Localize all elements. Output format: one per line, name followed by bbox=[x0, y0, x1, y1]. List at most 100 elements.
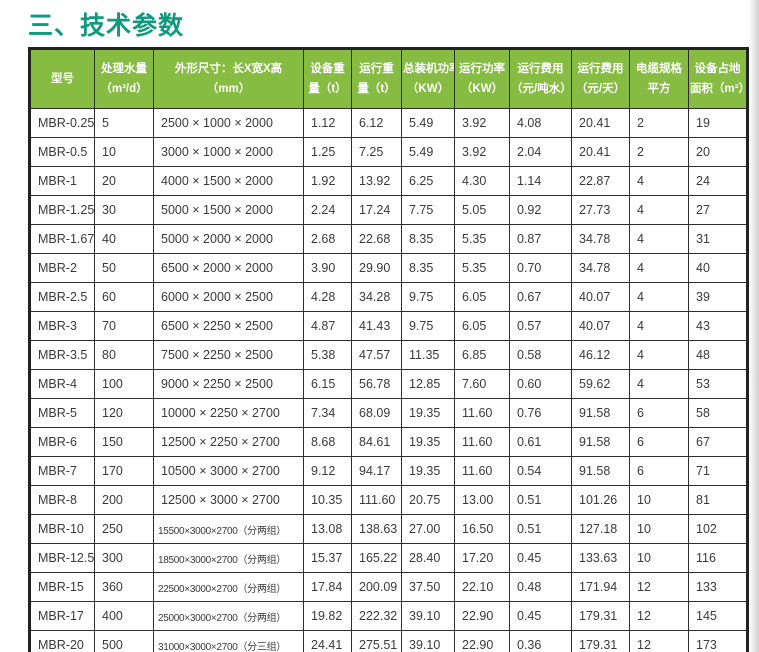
table-row: MBR-10 250 15500×3000×2700（分两组） 13.08 138.63… bbox=[29, 514, 748, 544]
cell-cost-per-ton: 0.70 bbox=[509, 253, 572, 283]
cell-operating-weight: 165.22 bbox=[351, 543, 402, 573]
cell-equipment-weight: 10.35 bbox=[303, 485, 352, 515]
column-header-operating-weight: 运行重 量（t） bbox=[351, 48, 402, 109]
cell-equipment-weight: 3.90 bbox=[303, 253, 352, 283]
cell-cable-spec: 4 bbox=[629, 311, 689, 341]
cell-cost-per-day: 179.31 bbox=[571, 630, 630, 652]
cell-cost-per-day: 101.26 bbox=[571, 485, 630, 515]
cell-cable-spec: 4 bbox=[629, 195, 689, 225]
cell-operating-power: 7.60 bbox=[454, 369, 510, 399]
cell-cable-spec: 6 bbox=[629, 427, 689, 457]
cell-model: MBR-1.25 bbox=[29, 195, 95, 225]
cell-cost-per-ton: 0.51 bbox=[509, 514, 572, 544]
table-header: 型号 处理水量 （m³/d） 外形尺寸：长X宽X高 （mm） 设备重 量（t） 运行重 量（t）… bbox=[29, 48, 748, 109]
cell-operating-power: 11.60 bbox=[454, 456, 510, 486]
cell-operating-weight: 84.61 bbox=[351, 427, 402, 457]
cell-cable-spec: 4 bbox=[629, 253, 689, 283]
cell-model: MBR-2.5 bbox=[29, 282, 95, 312]
cell-installed-power: 9.75 bbox=[401, 282, 455, 312]
cell-model: MBR-6 bbox=[29, 427, 95, 457]
cell-footprint: 53 bbox=[688, 369, 748, 399]
cell-cost-per-ton: 0.54 bbox=[509, 456, 572, 486]
cell-footprint: 133 bbox=[688, 572, 748, 602]
cell-cable-spec: 10 bbox=[629, 543, 689, 573]
cell-installed-power: 37.50 bbox=[401, 572, 455, 602]
cell-equipment-weight: 1.12 bbox=[303, 108, 352, 138]
cell-cable-spec: 12 bbox=[629, 601, 689, 631]
cell-model: MBR-20 bbox=[29, 630, 95, 652]
cell-model: MBR-8 bbox=[29, 485, 95, 515]
cell-installed-power: 5.49 bbox=[401, 108, 455, 138]
cell-operating-power: 6.05 bbox=[454, 311, 510, 341]
cell-cost-per-ton: 0.61 bbox=[509, 427, 572, 457]
cell-equipment-weight: 2.24 bbox=[303, 195, 352, 225]
cell-operating-weight: 34.28 bbox=[351, 282, 402, 312]
cell-operating-power: 11.60 bbox=[454, 427, 510, 457]
cell-installed-power: 11.35 bbox=[401, 340, 455, 370]
table-row: MBR-20 500 31000×3000×2700（分三组） 24.41 275.51… bbox=[29, 630, 748, 652]
cell-model: MBR-1 bbox=[29, 166, 95, 196]
table-row: MBR-4 100 9000 × 2250 × 2500 6.15 56.78 12.85… bbox=[29, 369, 748, 399]
cell-capacity: 5 bbox=[94, 108, 154, 138]
cell-operating-power: 6.05 bbox=[454, 282, 510, 312]
cell-operating-weight: 6.12 bbox=[351, 108, 402, 138]
cell-footprint: 81 bbox=[688, 485, 748, 515]
cell-installed-power: 39.10 bbox=[401, 601, 455, 631]
cell-cable-spec: 12 bbox=[629, 572, 689, 602]
cell-cost-per-ton: 0.48 bbox=[509, 572, 572, 602]
cell-operating-power: 13.00 bbox=[454, 485, 510, 515]
cell-capacity: 80 bbox=[94, 340, 154, 370]
cell-cost-per-day: 40.07 bbox=[571, 311, 630, 341]
cell-cost-per-day: 59.62 bbox=[571, 369, 630, 399]
cell-model: MBR-15 bbox=[29, 572, 95, 602]
column-header-capacity: 处理水量 （m³/d） bbox=[94, 48, 154, 109]
cell-operating-weight: 275.51 bbox=[351, 630, 402, 652]
cell-cost-per-day: 40.07 bbox=[571, 282, 630, 312]
cell-cable-spec: 4 bbox=[629, 224, 689, 254]
column-header-cable-spec: 电缆规格 平方 bbox=[629, 48, 689, 109]
cell-operating-weight: 22.68 bbox=[351, 224, 402, 254]
cell-installed-power: 19.35 bbox=[401, 456, 455, 486]
cell-operating-power: 3.92 bbox=[454, 108, 510, 138]
cell-footprint: 48 bbox=[688, 340, 748, 370]
cell-dimensions: 10000 × 2250 × 2700 bbox=[153, 398, 304, 428]
table-row: MBR-1 20 4000 × 1500 × 2000 1.92 13.92 6.25 4.… bbox=[29, 166, 748, 196]
cell-operating-weight: 200.09 bbox=[351, 572, 402, 602]
cell-equipment-weight: 19.82 bbox=[303, 601, 352, 631]
cell-operating-weight: 56.78 bbox=[351, 369, 402, 399]
cell-operating-power: 6.85 bbox=[454, 340, 510, 370]
cell-capacity: 40 bbox=[94, 224, 154, 254]
cell-footprint: 19 bbox=[688, 108, 748, 138]
cell-footprint: 173 bbox=[688, 630, 748, 652]
cell-cable-spec: 6 bbox=[629, 456, 689, 486]
cell-cost-per-ton: 0.58 bbox=[509, 340, 572, 370]
table-row: MBR-2 50 6500 × 2000 × 2000 3.90 29.90 8.35 5.… bbox=[29, 253, 748, 283]
cell-dimensions: 4000 × 1500 × 2000 bbox=[153, 166, 304, 196]
cell-footprint: 102 bbox=[688, 514, 748, 544]
cell-operating-weight: 138.63 bbox=[351, 514, 402, 544]
cell-model: MBR-3 bbox=[29, 311, 95, 341]
cell-cost-per-ton: 0.76 bbox=[509, 398, 572, 428]
cell-installed-power: 27.00 bbox=[401, 514, 455, 544]
cell-equipment-weight: 5.38 bbox=[303, 340, 352, 370]
cell-dimensions: 31000×3000×2700（分三组） bbox=[153, 630, 304, 652]
cell-dimensions: 5000 × 1500 × 2000 bbox=[153, 195, 304, 225]
cell-operating-power: 16.50 bbox=[454, 514, 510, 544]
cell-cable-spec: 4 bbox=[629, 369, 689, 399]
cell-operating-power: 17.20 bbox=[454, 543, 510, 573]
cell-cable-spec: 2 bbox=[629, 108, 689, 138]
table-row: MBR-15 360 22500×3000×2700（分两组） 17.84 200.09… bbox=[29, 572, 748, 602]
cell-equipment-weight: 2.68 bbox=[303, 224, 352, 254]
cell-cost-per-ton: 2.04 bbox=[509, 137, 572, 167]
cell-model: MBR-12.5 bbox=[29, 543, 95, 573]
cell-equipment-weight: 1.25 bbox=[303, 137, 352, 167]
cell-model: MBR-10 bbox=[29, 514, 95, 544]
cell-cable-spec: 12 bbox=[629, 630, 689, 652]
cell-cost-per-ton: 0.51 bbox=[509, 485, 572, 515]
cell-capacity: 70 bbox=[94, 311, 154, 341]
cell-cost-per-day: 34.78 bbox=[571, 224, 630, 254]
cell-capacity: 360 bbox=[94, 572, 154, 602]
cell-operating-weight: 222.32 bbox=[351, 601, 402, 631]
technical-parameters-table: 型号 处理水量 （m³/d） 外形尺寸：长X宽X高 （mm） 设备重 量（t） 运行重 量（t）… bbox=[28, 47, 749, 652]
table-row: MBR-6 150 12500 × 2250 × 2700 8.68 84.61 19.3… bbox=[29, 427, 748, 457]
